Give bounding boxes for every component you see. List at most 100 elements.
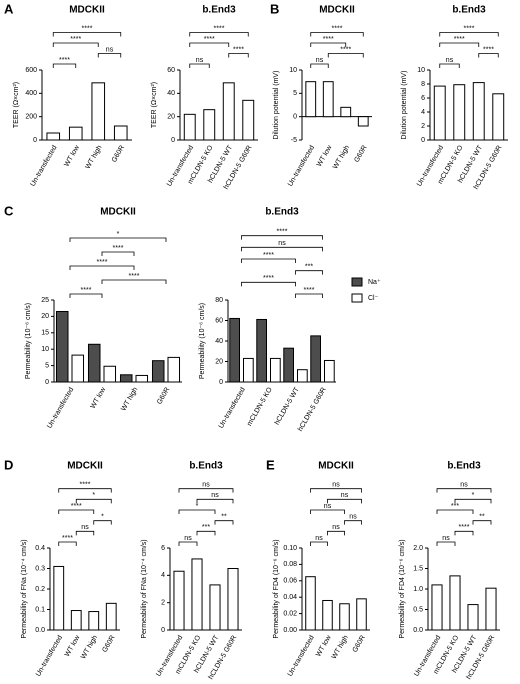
bar	[467, 604, 479, 631]
y-tick-label: 20	[167, 114, 175, 121]
bar	[183, 113, 196, 141]
bar	[209, 584, 221, 631]
bar	[151, 360, 165, 383]
significance-bracket	[327, 530, 345, 536]
significance-label: *	[117, 231, 120, 238]
significance-label: ***	[451, 503, 459, 510]
significance-label: ****	[97, 259, 108, 266]
significance-bracket	[241, 281, 296, 287]
significance-label: ns	[332, 482, 340, 489]
significance-label: ns	[460, 482, 468, 489]
y-tick-label: 0.10	[283, 545, 297, 552]
significance-label: ****	[340, 46, 351, 53]
significance-label: ns	[202, 482, 210, 489]
significance-label: ****	[277, 229, 288, 236]
bar	[310, 335, 321, 383]
bar	[135, 374, 149, 383]
significance-bracket	[327, 53, 364, 58]
y-tick-label: 0	[171, 137, 175, 144]
y-axis-label: Dilution potential (mV)	[273, 71, 280, 140]
chart-title: b.End3	[202, 5, 236, 16]
significance-bracket	[101, 251, 135, 256]
significance-bracket	[97, 53, 122, 58]
chart-title: b.End3	[452, 5, 486, 16]
significance-label: ns	[349, 514, 357, 521]
significance-bracket	[52, 63, 77, 68]
significance-bracket	[439, 32, 499, 37]
y-tick-label: 10	[417, 67, 425, 74]
panel-letter: E	[266, 457, 275, 472]
bar	[492, 93, 505, 141]
significance-label: ns	[278, 240, 286, 247]
significance-label: ****	[304, 287, 315, 294]
significance-label: ns	[315, 535, 323, 542]
y-tick-label: 0	[161, 627, 165, 634]
y-tick-label: 8	[421, 81, 425, 88]
significance-label: ****	[214, 25, 225, 32]
y-tick-label: 40	[215, 338, 223, 345]
bar	[433, 85, 446, 141]
significance-label: ****	[129, 273, 140, 280]
chart-title: MDCKII	[319, 5, 355, 16]
bar	[485, 587, 497, 631]
y-tick-label: -5	[291, 137, 297, 144]
panel-letter: B	[270, 1, 279, 16]
significance-label: ****	[82, 25, 93, 32]
y-tick-label: 0	[293, 114, 297, 121]
significance-bracket	[436, 509, 474, 514]
bar	[87, 343, 101, 383]
bar	[227, 568, 239, 631]
panel-letter: A	[4, 1, 14, 16]
y-axis-label: TEER (Ω×cm²)	[151, 82, 158, 128]
significance-bracket	[189, 42, 230, 47]
significance-label: **	[221, 514, 227, 521]
y-tick-label: 80	[215, 297, 223, 304]
significance-bracket	[69, 293, 103, 298]
bar	[55, 310, 69, 383]
significance-label: ***	[202, 524, 210, 531]
significance-bracket	[436, 541, 456, 546]
significance-label: ****	[263, 275, 274, 282]
y-tick-label: 4	[421, 109, 425, 116]
significance-label: ****	[233, 46, 244, 53]
y-tick-label: 0.0	[35, 627, 45, 634]
bar	[305, 576, 316, 631]
bar	[167, 356, 181, 383]
bar	[203, 109, 216, 141]
significance-bracket	[327, 498, 362, 504]
y-tick-label: 0	[45, 379, 49, 386]
significance-bracket	[101, 279, 167, 284]
y-tick-label: 600	[25, 67, 37, 74]
bar	[71, 354, 85, 383]
significance-bracket	[228, 53, 249, 58]
significance-label: ****	[454, 36, 465, 43]
panel-letter: C	[4, 203, 14, 218]
bar	[105, 602, 117, 631]
bar	[270, 357, 281, 383]
bar	[472, 82, 485, 141]
y-tick-label: 6	[161, 545, 165, 552]
significance-bracket	[69, 237, 167, 242]
significance-label: ****	[483, 46, 494, 53]
y-axis-label: Permeability (10⁻⁶ cm/s)	[199, 303, 206, 379]
y-tick-label: 2	[161, 600, 165, 607]
significance-label: ****	[70, 36, 81, 43]
significance-bracket	[178, 488, 234, 493]
bar	[88, 611, 100, 631]
significance-label: *	[196, 503, 199, 510]
chart-title: MDCKII	[69, 5, 105, 16]
y-tick-label: 10	[41, 346, 49, 353]
significance-label: **	[479, 514, 485, 521]
bar	[229, 317, 240, 383]
chart-title: b.End3	[447, 461, 481, 472]
y-tick-label: 20	[215, 358, 223, 365]
significance-bracket	[310, 509, 345, 514]
significance-bracket	[196, 498, 234, 504]
significance-label: ns	[106, 46, 114, 53]
significance-bracket	[52, 32, 122, 37]
y-axis-label: Permeability of FD4 (10⁻⁶ cm/s)	[399, 539, 406, 638]
y-tick-label: 5	[293, 90, 297, 97]
y-tick-label: 1.0	[413, 586, 423, 593]
y-tick-label: 0.00	[283, 627, 297, 634]
